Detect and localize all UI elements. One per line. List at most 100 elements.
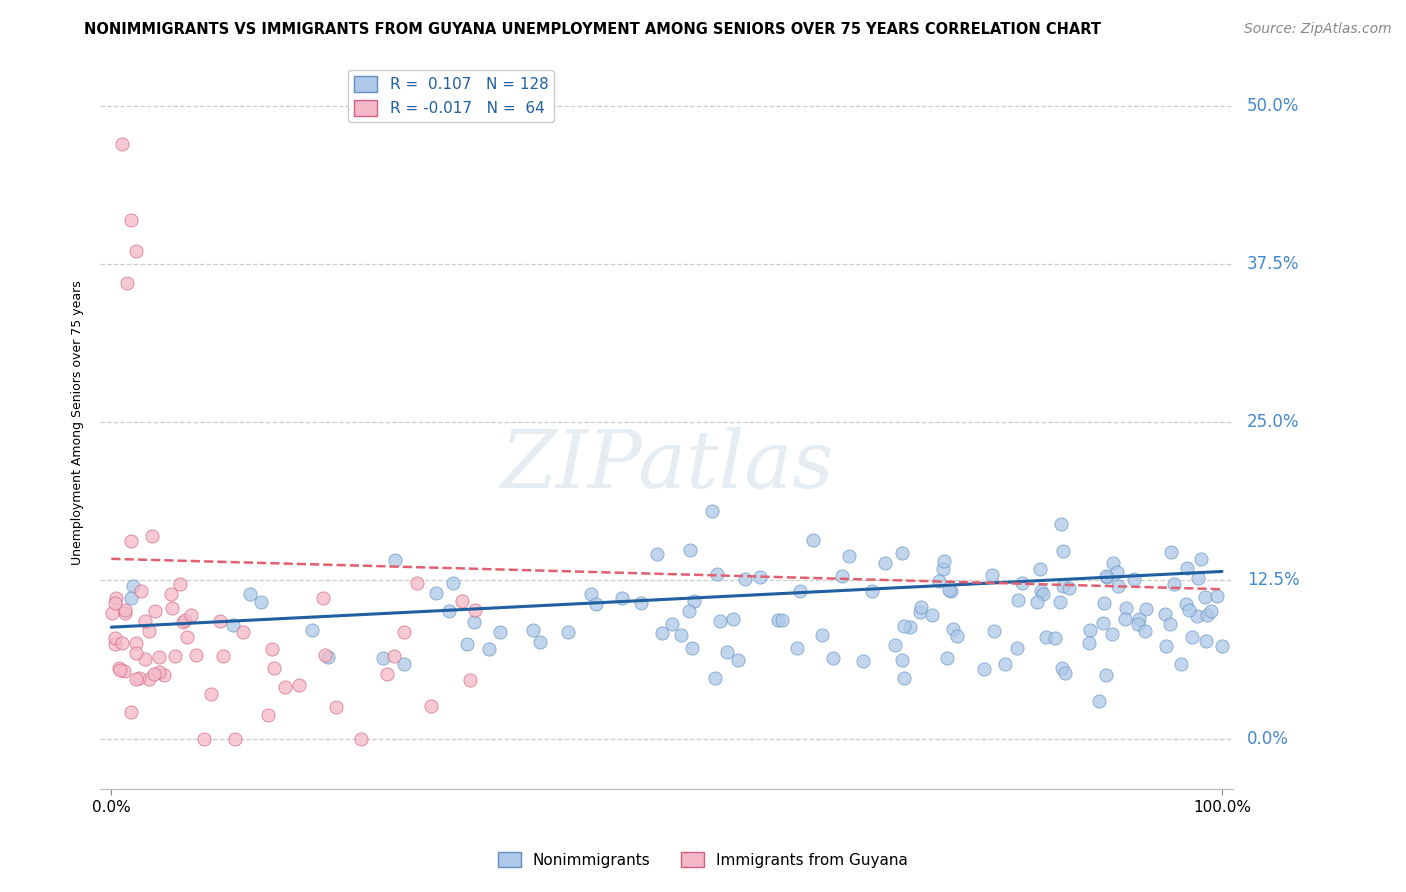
Point xyxy=(1189,552,1212,566)
Point xyxy=(350,731,373,746)
Point xyxy=(174,613,197,627)
Point xyxy=(811,628,834,642)
Point xyxy=(1092,615,1115,630)
Point xyxy=(831,569,853,583)
Point xyxy=(120,534,142,549)
Point xyxy=(114,603,136,617)
Point xyxy=(716,645,738,659)
Point xyxy=(1050,660,1073,674)
Point xyxy=(1194,591,1216,605)
Point xyxy=(1115,601,1137,615)
Point xyxy=(838,549,860,563)
Point xyxy=(1052,579,1074,593)
Point xyxy=(105,591,128,605)
Point xyxy=(1107,579,1129,593)
Point xyxy=(1095,570,1118,584)
Point xyxy=(163,648,186,663)
Point xyxy=(138,673,160,687)
Point xyxy=(1059,581,1081,595)
Point xyxy=(1095,569,1118,583)
Point xyxy=(522,623,544,637)
Point xyxy=(1114,612,1136,626)
Point xyxy=(706,567,728,582)
Point xyxy=(734,572,756,586)
Point xyxy=(169,576,191,591)
Point xyxy=(529,634,551,648)
Point xyxy=(862,583,884,598)
Point xyxy=(651,626,673,640)
Point xyxy=(936,650,959,665)
Text: ZIPatlas: ZIPatlas xyxy=(501,427,834,505)
Point xyxy=(661,617,683,632)
Point xyxy=(193,731,215,746)
Point xyxy=(141,529,163,543)
Point xyxy=(1053,665,1076,680)
Point xyxy=(981,567,1004,582)
Point xyxy=(1035,631,1057,645)
Point xyxy=(1095,668,1118,682)
Point xyxy=(681,640,703,655)
Point xyxy=(1211,639,1233,653)
Point xyxy=(1122,572,1144,586)
Point xyxy=(630,596,652,610)
Point xyxy=(1159,617,1181,632)
Point xyxy=(104,637,127,651)
Point xyxy=(934,554,956,568)
Point xyxy=(801,533,824,547)
Point xyxy=(1163,577,1185,591)
Point xyxy=(312,591,335,605)
Point xyxy=(823,651,845,665)
Point xyxy=(134,652,156,666)
Point xyxy=(208,615,231,629)
Point xyxy=(932,562,955,576)
Point xyxy=(159,587,181,601)
Point xyxy=(172,615,194,630)
Point xyxy=(260,642,283,657)
Point xyxy=(1175,597,1198,611)
Point xyxy=(371,651,394,665)
Point xyxy=(928,574,950,588)
Point xyxy=(101,606,124,620)
Point xyxy=(1102,556,1125,570)
Point xyxy=(941,583,963,598)
Point xyxy=(222,618,245,632)
Point xyxy=(301,623,323,637)
Point xyxy=(910,599,932,614)
Point xyxy=(104,596,127,610)
Point xyxy=(184,648,207,663)
Point xyxy=(1160,545,1182,559)
Point xyxy=(1126,617,1149,632)
Point xyxy=(124,673,146,687)
Point xyxy=(1199,604,1222,618)
Point xyxy=(921,608,943,623)
Point xyxy=(1135,601,1157,615)
Point xyxy=(120,212,142,227)
Point xyxy=(375,667,398,681)
Point xyxy=(700,504,723,518)
Point xyxy=(382,649,405,664)
Point xyxy=(770,613,793,627)
Point xyxy=(1052,544,1074,558)
Point xyxy=(678,543,700,558)
Point xyxy=(145,604,167,618)
Point xyxy=(994,657,1017,671)
Point xyxy=(274,681,297,695)
Point xyxy=(489,624,512,639)
Point xyxy=(938,583,960,598)
Point xyxy=(1156,639,1178,653)
Point xyxy=(464,602,486,616)
Point xyxy=(176,630,198,644)
Point xyxy=(129,584,152,599)
Point xyxy=(1105,565,1128,579)
Point xyxy=(884,638,907,652)
Point xyxy=(392,657,415,671)
Text: 25.0%: 25.0% xyxy=(1247,413,1299,431)
Point xyxy=(1043,631,1066,645)
Point xyxy=(682,593,704,607)
Point xyxy=(873,556,896,570)
Point xyxy=(1195,634,1218,648)
Point xyxy=(645,547,668,561)
Point xyxy=(110,663,132,677)
Point xyxy=(121,578,143,592)
Point xyxy=(891,546,914,560)
